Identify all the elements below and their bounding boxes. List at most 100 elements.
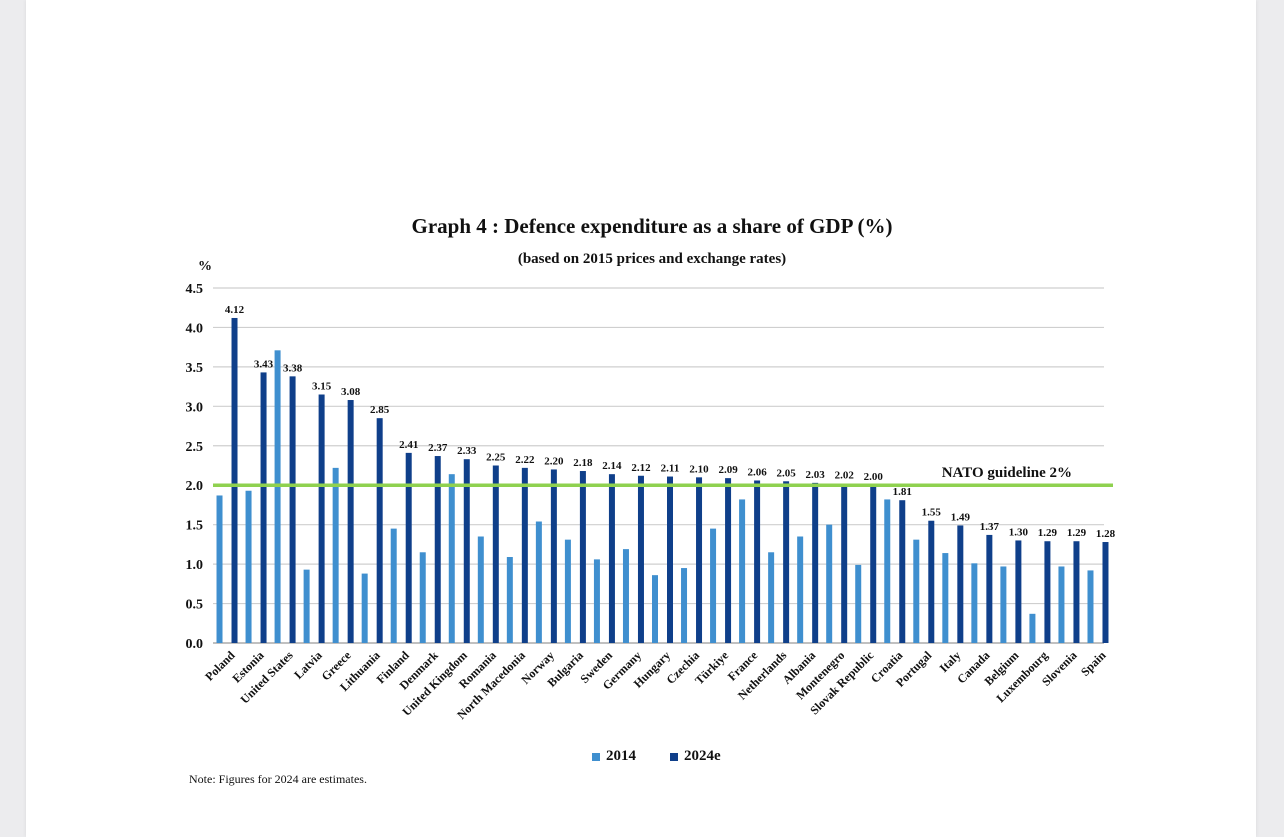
bar-2024e	[1044, 541, 1051, 643]
data-label: 2.25	[486, 452, 506, 464]
y-tick-label: 2.0	[186, 479, 204, 494]
nato-guideline-label: NATO guideline 2%	[942, 465, 1072, 481]
data-label: 1.28	[1096, 528, 1116, 540]
legend-label-2024e: 2024e	[684, 748, 721, 764]
bar-2024e	[521, 467, 528, 643]
bar-2014	[564, 539, 571, 643]
legend-label-2014: 2014	[606, 748, 636, 764]
bar-2014	[593, 559, 600, 643]
bar-2014	[855, 564, 862, 643]
y-tick-label: 4.5	[186, 282, 204, 297]
bar-2014	[448, 474, 455, 643]
legend-swatch-2014	[592, 752, 600, 761]
bar-2024e	[957, 525, 964, 643]
bar-2024e	[667, 476, 673, 643]
data-label: 3.08	[341, 386, 361, 398]
data-label: 4.12	[225, 304, 245, 316]
bar-2024e	[986, 534, 993, 643]
bar-2014	[710, 528, 717, 643]
data-label: 2.09	[718, 464, 738, 476]
y-tick-label: 2.5	[186, 440, 204, 455]
bar-2024e	[783, 481, 790, 643]
bar-2024e	[812, 482, 819, 643]
bar-2014	[477, 536, 484, 643]
data-label: 2.10	[689, 463, 709, 475]
data-label: 1.81	[893, 486, 912, 498]
document-page	[26, 0, 1256, 837]
data-label: 2.37	[428, 442, 448, 454]
data-label: 2.03	[806, 469, 826, 481]
bar-2014	[681, 568, 688, 643]
bar-2024e	[434, 456, 441, 643]
bar-2014	[245, 490, 252, 643]
data-label: 2.41	[399, 439, 418, 451]
bar-2024e	[1073, 541, 1080, 643]
data-label: 1.29	[1038, 527, 1058, 539]
footnote: Note: Figures for 2024 are estimates.	[189, 772, 367, 786]
data-label: 2.85	[370, 404, 390, 416]
y-tick-label: 1.0	[186, 558, 204, 573]
bar-2014	[1087, 570, 1094, 643]
x-tick-label: Latvia	[291, 648, 324, 681]
data-label: 2.14	[602, 460, 622, 472]
data-label: 1.30	[1009, 526, 1029, 538]
bar-2014	[506, 557, 513, 643]
bar-2014	[535, 521, 542, 643]
bar-2014	[274, 350, 281, 643]
bar-2014	[419, 552, 426, 643]
bar-2024e	[841, 483, 848, 643]
data-label: 2.18	[573, 457, 593, 469]
data-label: 3.43	[254, 358, 274, 370]
bar-2014	[768, 552, 775, 643]
data-label: 1.49	[951, 511, 971, 523]
bar-2024e	[579, 471, 586, 643]
bar-2024e	[899, 500, 906, 643]
y-tick-label: 3.0	[186, 400, 204, 415]
bar-2024e	[405, 452, 412, 643]
bar-2024e	[754, 480, 761, 643]
bar-2014	[1000, 566, 1007, 643]
bar-2024e	[608, 474, 615, 643]
bar-2024e	[231, 317, 238, 643]
data-label: 2.33	[457, 445, 477, 457]
bar-2014	[1058, 566, 1065, 643]
data-label: 2.12	[631, 462, 651, 474]
data-label: 2.00	[864, 471, 884, 483]
bar-2024e	[260, 372, 267, 643]
data-label: 2.11	[661, 463, 680, 475]
y-tick-label: 0.5	[186, 598, 204, 613]
y-tick-label: 3.5	[186, 361, 204, 376]
data-label: 1.29	[1067, 527, 1087, 539]
legend-item-2024e: 2024e	[670, 748, 721, 765]
data-label: 2.05	[777, 467, 797, 479]
data-label: 1.55	[922, 507, 942, 519]
y-tick-label: 0.0	[186, 637, 204, 652]
bar-2014	[303, 569, 310, 643]
bar-2024e	[928, 520, 935, 643]
bar-2014	[971, 563, 978, 643]
data-label: 3.38	[283, 362, 303, 374]
y-tick-label: 1.5	[186, 519, 204, 534]
bar-2014	[739, 499, 746, 643]
bar-2014	[622, 549, 629, 643]
data-label: 1.37	[980, 521, 1000, 533]
bar-2024e	[1102, 542, 1109, 643]
data-label: 3.15	[312, 381, 332, 393]
bar-2014	[826, 524, 833, 643]
legend-swatch-2024e	[670, 752, 678, 761]
x-tick-label: Spain	[1078, 648, 1109, 679]
bar-2024e	[347, 400, 354, 643]
bar-2014	[884, 499, 891, 643]
bar-2024e	[725, 478, 732, 643]
bar-2014	[1029, 613, 1036, 643]
data-label: 2.02	[835, 470, 855, 482]
data-label: 2.06	[747, 466, 767, 478]
bar-2024e	[463, 459, 470, 643]
bar-2014	[942, 553, 949, 643]
bar-2024e	[376, 418, 383, 643]
bar-2024e	[870, 485, 877, 643]
data-label: 2.22	[515, 454, 535, 466]
bar-2014	[390, 528, 397, 643]
bar-2014	[652, 575, 658, 643]
